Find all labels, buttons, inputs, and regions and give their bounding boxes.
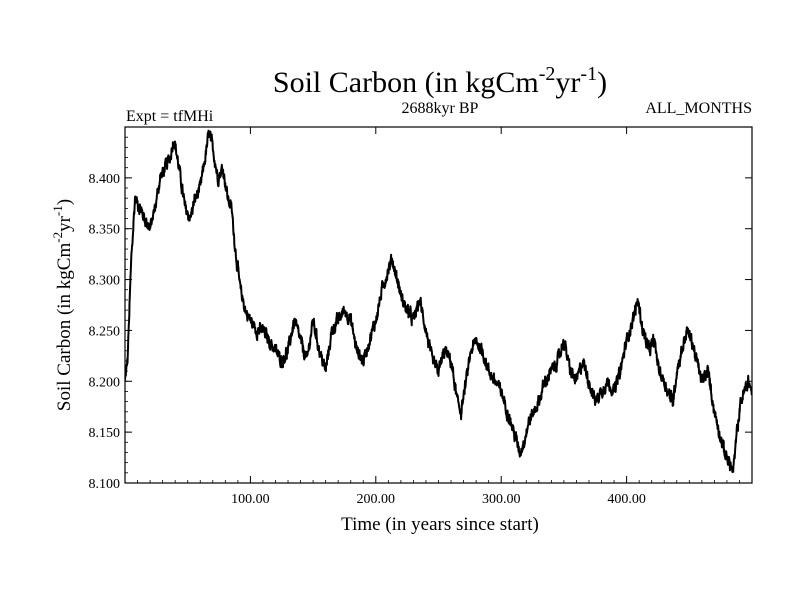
x-axis: 100.00 200.00 300.00 400.00: [137, 127, 740, 507]
period-label: 2688kyr BP: [402, 100, 479, 117]
y-axis: 8.100 8.150 8.200 8.250 8.300 8.350 8.400: [89, 126, 752, 492]
y-tick-label: 8.350: [89, 223, 121, 238]
experiment-label: Expt = tfMHi: [126, 108, 214, 125]
plot-area: [124, 126, 753, 484]
x-axis-label: Time (in years since start): [341, 514, 539, 535]
chart-title: Soil Carbon (in kgCm-2yr-1): [273, 63, 607, 99]
y-tick-label: 8.300: [89, 274, 121, 289]
x-tick-label: 400.00: [607, 492, 646, 507]
series-line-soil-carbon: [125, 129, 752, 473]
y-tick-label: 8.150: [89, 426, 121, 441]
x-tick-label: 300.00: [482, 492, 521, 507]
y-tick-label: 8.400: [89, 172, 121, 187]
months-label: ALL_MONTHS: [645, 100, 752, 117]
y-tick-label: 8.100: [89, 477, 121, 492]
x-tick-label: 100.00: [231, 492, 270, 507]
x-tick-label: 200.00: [357, 492, 396, 507]
y-tick-label: 8.250: [89, 324, 121, 339]
y-axis-label: Soil Carbon (in kgCm-2yr-1): [50, 199, 75, 411]
y-tick-label: 8.200: [89, 375, 121, 390]
